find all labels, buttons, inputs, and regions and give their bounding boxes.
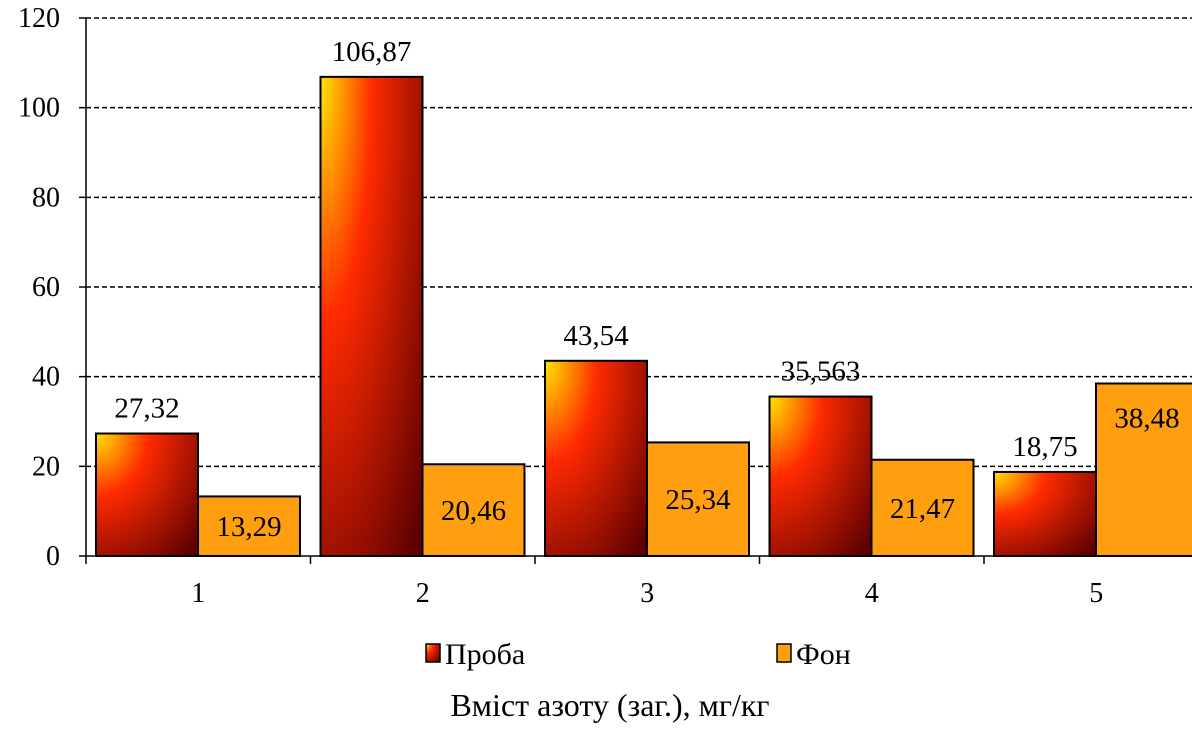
y-tick-label: 0	[46, 541, 60, 572]
data-label-proba: 18,75	[1012, 431, 1077, 463]
bar-fon	[197, 495, 301, 558]
bar-fon	[646, 441, 750, 557]
bar-fon	[421, 463, 526, 557]
y-tick-label: 100	[18, 93, 60, 124]
bar-fon	[870, 458, 975, 557]
data-label-fon: 21,47	[890, 493, 955, 525]
grid-lines	[86, 17, 1192, 468]
data-label-proba: 27,32	[114, 393, 179, 425]
legend-swatch-fon	[776, 643, 792, 663]
bar-proba	[544, 359, 648, 557]
data-label-fon: 38,48	[1114, 402, 1179, 434]
axes: 0 20 40 60 80 100 120 1 2 3 4 5	[18, 3, 1192, 609]
data-label-proba: 106,87	[332, 36, 412, 68]
legend-label-proba: Проба	[445, 638, 525, 671]
data-label-fon: 25,34	[665, 484, 731, 516]
x-tick-label: 5	[1089, 578, 1103, 609]
y-tick-label: 80	[32, 182, 60, 213]
y-tick-label: 120	[18, 3, 60, 34]
legend-label-fon: Фон	[796, 638, 851, 671]
bars	[95, 75, 1192, 558]
x-tick-label: 4	[865, 578, 879, 609]
data-labels: 27,32 13,29 106,87 20,46 43,54 25,34 35,563 21,…	[114, 36, 1179, 543]
bar-proba	[319, 75, 424, 557]
chart-title: Вміст азоту (заг.), мг/кг	[450, 687, 769, 723]
legend-swatch-proba	[425, 643, 441, 663]
bar-fon	[1095, 382, 1192, 557]
legend: Проба Фон	[425, 638, 851, 671]
data-label-proba: 43,54	[563, 320, 629, 352]
data-label-fon: 13,29	[216, 511, 281, 543]
data-label-fon: 20,46	[441, 495, 506, 527]
data-label-proba: 35,563	[781, 356, 861, 388]
y-tick-label: 60	[32, 272, 60, 303]
y-tick-label: 40	[32, 362, 60, 393]
x-tick-label: 3	[640, 578, 654, 609]
bar-proba	[95, 432, 199, 557]
y-tick-label: 20	[32, 451, 60, 482]
x-tick-label: 2	[416, 578, 430, 609]
x-tick-label: 1	[191, 578, 205, 609]
bar-proba	[993, 470, 1097, 557]
bar-proba	[768, 395, 873, 557]
